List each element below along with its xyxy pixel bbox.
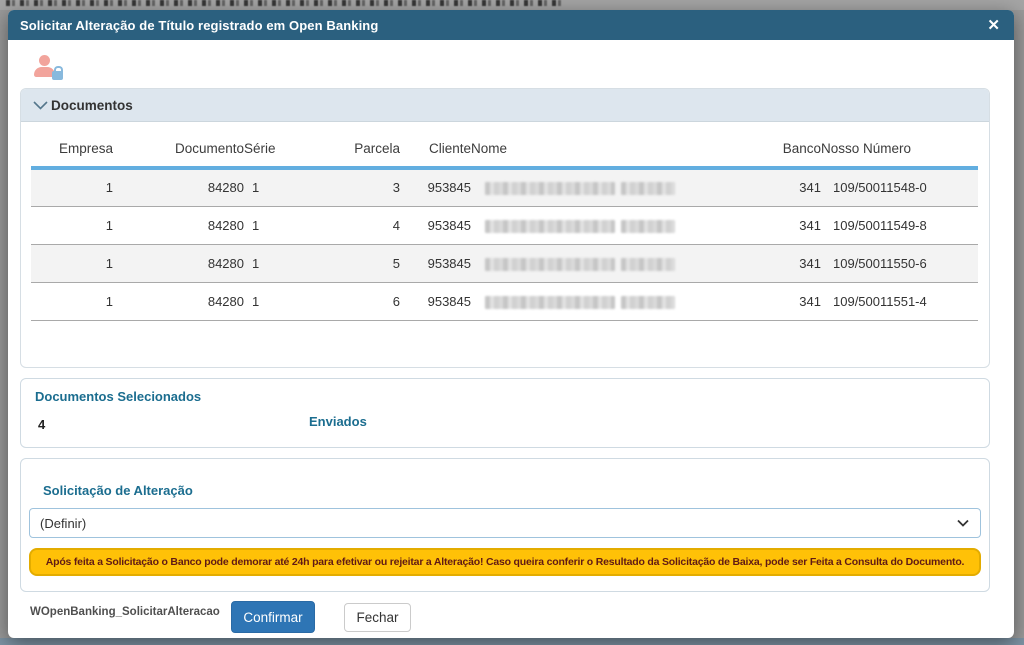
cell-empresa: 1 [31,168,113,207]
column-header-cliente: Cliente [400,135,471,170]
cell-nome [471,168,776,207]
cell-serie: 1 [244,206,306,245]
cell-banco: 341 [776,282,821,321]
sent-label: Enviados [309,414,367,429]
cell-empresa: 1 [31,206,113,245]
cell-cliente: 953845 [400,206,471,245]
close-icon[interactable]: ✕ [987,16,1000,34]
table-row[interactable]: 1 84280 1 5 953845 341 109/50011550-6 [31,244,978,283]
redacted-name [621,182,675,196]
lock-icon [52,66,63,80]
change-request-panel: Solicitação de Alteração (Definir) Após … [20,458,990,592]
dialog-titlebar: Solicitar Alteração de Título registrado… [8,10,1014,40]
documents-section-header[interactable]: Documentos [21,89,989,122]
cell-nome [471,282,776,321]
cell-documento: 84280 [113,282,244,321]
documents-panel: Documentos Empresa Documento Série Parce… [20,88,990,368]
cell-nome [471,206,776,245]
cell-documento: 84280 [113,206,244,245]
warning-banner: Após feita a Solicitação o Banco pode de… [29,548,981,576]
change-request-select-wrap: (Definir) [29,508,981,538]
person-icon [39,55,50,66]
cell-parcela: 6 [306,282,400,321]
cell-cliente: 953845 [400,282,471,321]
confirm-button[interactable]: Confirmar [231,601,315,633]
table-row[interactable]: 1 84280 1 3 953845 341 109/50011548-0 [31,168,978,207]
cell-parcela: 4 [306,206,400,245]
column-header-documento: Documento [113,135,244,170]
column-header-parcela: Parcela [306,135,400,170]
cell-documento: 84280 [113,168,244,207]
column-header-empresa: Empresa [31,135,113,170]
redacted-name [621,219,675,233]
form-name-label: WOpenBanking_SolicitarAlteracao [30,606,220,618]
change-request-title: Solicitação de Alteração [43,483,193,498]
redacted-name [485,182,615,196]
cell-parcela: 5 [306,244,400,283]
cell-empresa: 1 [31,282,113,321]
dialog-title: Solicitar Alteração de Título registrado… [20,17,379,33]
documents-section-title: Documentos [51,97,133,113]
selected-documents-title: Documentos Selecionados [35,389,202,404]
table-row[interactable]: 1 84280 1 6 953845 341 109/50011551-4 [31,282,978,321]
cell-nosso-numero: 109/50011551-4 [821,282,978,321]
column-header-banco: Banco [776,135,821,170]
cell-serie: 1 [244,168,306,207]
background-page-bottom [0,638,1024,645]
cell-banco: 341 [776,244,821,283]
redacted-name [621,257,675,271]
solicitar-alteracao-dialog: Solicitar Alteração de Título registrado… [8,10,1014,638]
close-button[interactable]: Fechar [344,603,411,632]
cell-serie: 1 [244,244,306,283]
cell-cliente: 953845 [400,168,471,207]
background-page-text [6,0,566,6]
redacted-name [621,295,675,309]
cell-nosso-numero: 109/50011550-6 [821,244,978,283]
column-header-nome: Nome [471,135,776,170]
cell-cliente: 953845 [400,244,471,283]
cell-parcela: 3 [306,168,400,207]
documents-table: Empresa Documento Série Parcela Cliente … [31,135,978,321]
cell-banco: 341 [776,168,821,207]
user-lock-icon [34,55,66,80]
chevron-down-icon [33,100,48,110]
cell-nosso-numero: 109/50011548-0 [821,168,978,207]
selected-documents-panel: Documentos Selecionados 4 Enviados [20,378,990,448]
selected-documents-count: 4 [38,417,46,432]
cell-banco: 341 [776,206,821,245]
column-header-serie: Série [244,135,306,170]
table-header-row: Empresa Documento Série Parcela Cliente … [31,135,978,170]
redacted-name [485,257,615,271]
cell-empresa: 1 [31,244,113,283]
cell-nosso-numero: 109/50011549-8 [821,206,978,245]
table-row[interactable]: 1 84280 1 4 953845 341 109/50011549-8 [31,206,978,245]
column-header-nosso-numero: Nosso Número [821,135,978,170]
redacted-name [485,295,615,309]
cell-documento: 84280 [113,244,244,283]
redacted-name [485,219,615,233]
cell-nome [471,244,776,283]
cell-serie: 1 [244,282,306,321]
change-request-select[interactable]: (Definir) [29,508,981,538]
background-page [0,0,1024,10]
